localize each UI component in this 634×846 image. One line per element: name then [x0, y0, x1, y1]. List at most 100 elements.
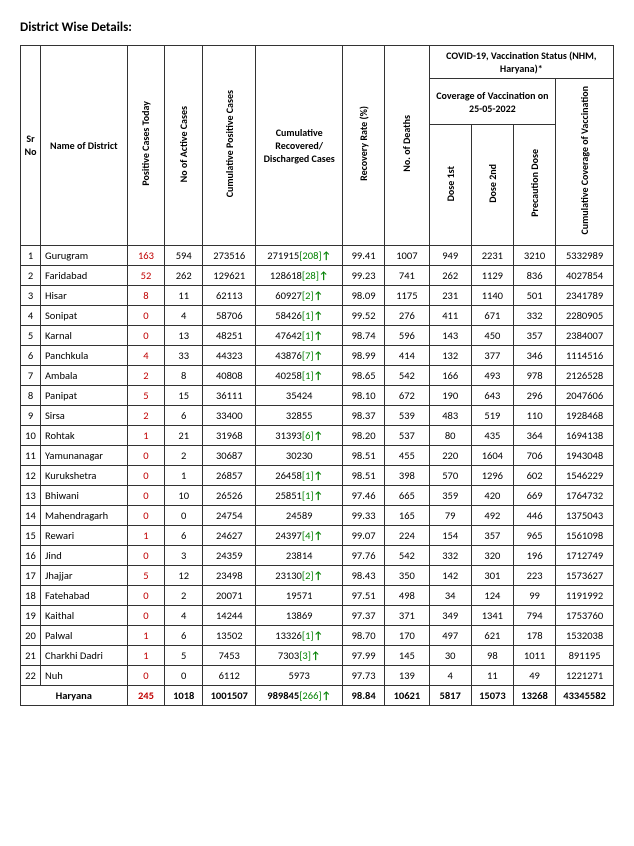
cell-cc: 2280905	[556, 305, 614, 325]
cell-d2: 357	[471, 525, 513, 545]
cell-sr: 6	[21, 345, 41, 365]
cell-d2: 450	[471, 325, 513, 345]
cell-cumpos: 62113	[203, 285, 256, 305]
cell-deaths: 539	[385, 405, 429, 425]
cell-cumpos: 273516	[203, 245, 256, 265]
cell-deaths: 498	[385, 585, 429, 605]
cell-active: 6	[165, 625, 203, 645]
cell-active: 10	[165, 485, 203, 505]
cell-total-active: 1018	[165, 685, 203, 705]
cell-d1: 79	[429, 505, 471, 525]
cell-pct: 1	[127, 425, 165, 445]
cell-rec: 58426[1]↑	[256, 305, 343, 325]
cell-rec: 35424	[256, 385, 343, 405]
cell-rr: 98.74	[343, 325, 385, 345]
cell-cumpos: 26526	[203, 485, 256, 505]
cell-sr: 17	[21, 565, 41, 585]
cell-pct: 0	[127, 445, 165, 465]
page-title: District Wise Details:	[20, 20, 614, 35]
cell-pd: 446	[513, 505, 555, 525]
cell-deaths: 665	[385, 485, 429, 505]
cell-pd: 669	[513, 485, 555, 505]
cell-pd: 965	[513, 525, 555, 545]
cell-rec: 40258[1]↑	[256, 365, 343, 385]
cell-cc: 1943048	[556, 445, 614, 465]
cell-cumpos: 36111	[203, 385, 256, 405]
cell-cumpos: 20071	[203, 585, 256, 605]
cell-d2: 420	[471, 485, 513, 505]
cell-d2: 124	[471, 585, 513, 605]
district-table: Sr No Name of District Positive Cases To…	[20, 45, 614, 706]
cell-rr: 98.70	[343, 625, 385, 645]
cell-rr: 98.43	[343, 565, 385, 585]
col-cumpos: Cumulative Positive Cases	[203, 46, 256, 246]
cell-d2: 435	[471, 425, 513, 445]
cell-pct: 1	[127, 525, 165, 545]
cell-deaths: 165	[385, 505, 429, 525]
cell-d2: 11	[471, 665, 513, 685]
cell-d1: 949	[429, 245, 471, 265]
cell-pd: 836	[513, 265, 555, 285]
table-row: 16Jind03243592381497.7654233232019617127…	[21, 545, 614, 565]
cell-name: Panchkula	[40, 345, 127, 365]
cell-pd: 1011	[513, 645, 555, 665]
table-row: 9Sirsa26334003285598.3753948351911019284…	[21, 405, 614, 425]
cell-name: Kaithal	[40, 605, 127, 625]
cell-sr: 3	[21, 285, 41, 305]
cell-pct: 0	[127, 325, 165, 345]
cell-d1: 80	[429, 425, 471, 445]
table-row: 8Panipat515361113542498.1067219064329620…	[21, 385, 614, 405]
cell-sr: 20	[21, 625, 41, 645]
cell-cumpos: 40808	[203, 365, 256, 385]
table-row: 1Gurugram163594273516271915[208]↑99.4110…	[21, 245, 614, 265]
cell-pd: 794	[513, 605, 555, 625]
cell-cc: 1546229	[556, 465, 614, 485]
col-active: No of Active Cases	[165, 46, 203, 246]
cell-cc: 1573627	[556, 565, 614, 585]
cell-deaths: 455	[385, 445, 429, 465]
cell-rr: 98.09	[343, 285, 385, 305]
cell-deaths: 542	[385, 545, 429, 565]
cell-rec: 128618[28]↑	[256, 265, 343, 285]
cell-pct: 0	[127, 505, 165, 525]
cell-total-rr: 98.84	[343, 685, 385, 705]
cell-pct: 0	[127, 485, 165, 505]
cell-rec: 19571	[256, 585, 343, 605]
cell-sr: 15	[21, 525, 41, 545]
cell-cc: 1114516	[556, 345, 614, 365]
cell-cumpos: 7453	[203, 645, 256, 665]
cell-sr: 22	[21, 665, 41, 685]
table-row: 6Panchkula4334432343876[7]↑98.9941413237…	[21, 345, 614, 365]
cell-rr: 97.99	[343, 645, 385, 665]
cell-pd: 99	[513, 585, 555, 605]
cell-rec: 23130[2]↑	[256, 565, 343, 585]
cell-pd: 364	[513, 425, 555, 445]
cell-active: 262	[165, 265, 203, 285]
table-row: 18Fatehabad02200711957197.51498341249911…	[21, 585, 614, 605]
cell-pd: 501	[513, 285, 555, 305]
cell-pct: 2	[127, 365, 165, 385]
cell-total-d1: 5817	[429, 685, 471, 705]
table-row: 3Hisar8116211360927[2]↑98.09117523111405…	[21, 285, 614, 305]
cell-d2: 98	[471, 645, 513, 665]
cell-d1: 190	[429, 385, 471, 405]
cell-name: Palwal	[40, 625, 127, 645]
cell-rec: 7303[3]↑	[256, 645, 343, 665]
cell-rr: 98.37	[343, 405, 385, 425]
cell-sr: 10	[21, 425, 41, 445]
cell-rr: 98.51	[343, 465, 385, 485]
cell-cc: 1753760	[556, 605, 614, 625]
cell-cc: 1191992	[556, 585, 614, 605]
cell-rr: 97.73	[343, 665, 385, 685]
cell-cc: 4027854	[556, 265, 614, 285]
table-row: 13Bhiwani0102652625851[1]↑97.46665359420…	[21, 485, 614, 505]
cell-name: Yamunanagar	[40, 445, 127, 465]
cell-rr: 97.51	[343, 585, 385, 605]
cell-active: 12	[165, 565, 203, 585]
cell-d1: 349	[429, 605, 471, 625]
cell-rr: 97.76	[343, 545, 385, 565]
cell-sr: 11	[21, 445, 41, 465]
cell-active: 4	[165, 305, 203, 325]
cell-pct: 1	[127, 625, 165, 645]
cell-rr: 98.99	[343, 345, 385, 365]
